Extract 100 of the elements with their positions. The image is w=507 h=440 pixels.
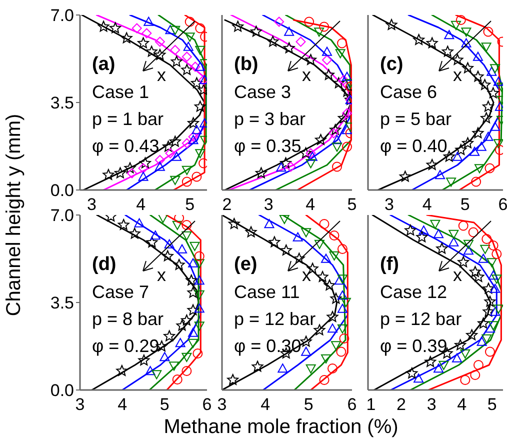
point [187, 286, 199, 298]
point [194, 290, 204, 300]
y-tick-label: 3.5 [50, 294, 74, 313]
point [154, 49, 166, 60]
point [126, 168, 137, 178]
x-axis-title: Methane mole fraction (%) [164, 416, 398, 438]
point [192, 125, 202, 134]
point [183, 42, 194, 51]
point [306, 159, 316, 168]
point [195, 62, 206, 71]
y-tick-label: 7.0 [50, 6, 74, 26]
point [172, 220, 182, 230]
point [386, 19, 398, 30]
point [463, 246, 474, 255]
point [173, 259, 185, 270]
annotation: φ = 0.40 [380, 136, 448, 156]
point [315, 134, 326, 145]
point [461, 28, 472, 37]
point [305, 54, 316, 65]
point [452, 353, 462, 362]
point [446, 178, 456, 187]
point [138, 37, 149, 48]
point [195, 46, 206, 55]
point [330, 292, 342, 304]
x-tick-label: 6 [202, 395, 212, 414]
x-tick-label: 4 [457, 395, 467, 414]
point [482, 334, 492, 344]
point [322, 55, 332, 65]
y-tick-label: 0.0 [50, 181, 74, 200]
point [194, 304, 204, 313]
point [337, 324, 348, 334]
point [486, 66, 497, 76]
point [182, 231, 192, 240]
annotation: Case 1 [92, 82, 150, 102]
point [250, 26, 262, 37]
point [424, 356, 436, 367]
point [337, 274, 348, 284]
x-tick-label: 4 [306, 195, 316, 214]
point [482, 306, 494, 317]
point [418, 226, 429, 235]
point [134, 218, 144, 228]
point [152, 370, 162, 380]
annotation: (c) [380, 54, 404, 75]
point [304, 16, 314, 27]
point [188, 328, 198, 337]
point [187, 304, 199, 316]
point [406, 368, 418, 378]
y-tick-label: 7.0 [50, 206, 74, 226]
point [301, 346, 312, 356]
point [322, 46, 332, 56]
point [279, 215, 290, 224]
x-tick-label: 3 [264, 195, 274, 214]
point [300, 336, 312, 347]
point [462, 137, 474, 148]
point [490, 284, 500, 293]
point [194, 259, 204, 268]
point [332, 77, 344, 88]
point [194, 322, 204, 331]
annotation: p = 12 bar [380, 309, 462, 329]
point [165, 148, 176, 158]
point [252, 360, 264, 372]
point [146, 236, 158, 248]
point [456, 15, 466, 25]
point [470, 146, 480, 156]
point [466, 329, 478, 340]
point [337, 290, 348, 300]
point [324, 280, 336, 290]
point [337, 38, 347, 48]
point [280, 157, 292, 168]
point [154, 155, 165, 165]
point [488, 321, 498, 330]
point [468, 227, 478, 238]
annotation: (a) [92, 54, 116, 75]
point [442, 46, 454, 57]
point [182, 176, 192, 187]
point [342, 72, 352, 81]
point [192, 348, 203, 358]
annotation: φ = 0.30 [234, 336, 302, 356]
point [458, 256, 470, 268]
point [340, 298, 351, 307]
point [490, 306, 500, 316]
point [227, 374, 239, 385]
point [124, 162, 136, 174]
point [484, 324, 495, 333]
point [138, 354, 150, 366]
point [436, 242, 448, 254]
point [316, 271, 328, 282]
annotation: p = 8 bar [92, 309, 164, 329]
annotation: p = 3 bar [234, 109, 306, 129]
point [404, 224, 416, 236]
point [176, 320, 188, 331]
point [334, 276, 344, 285]
x-tick-label: 5 [347, 195, 357, 214]
point [162, 250, 174, 262]
point [168, 362, 179, 371]
point [128, 228, 140, 239]
point [488, 240, 498, 250]
point [493, 76, 503, 86]
point [492, 249, 502, 259]
point [339, 334, 350, 344]
